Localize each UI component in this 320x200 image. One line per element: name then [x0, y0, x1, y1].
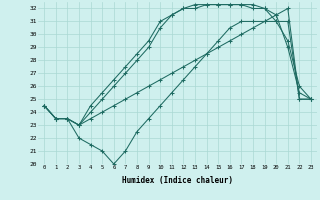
X-axis label: Humidex (Indice chaleur): Humidex (Indice chaleur) — [122, 176, 233, 185]
